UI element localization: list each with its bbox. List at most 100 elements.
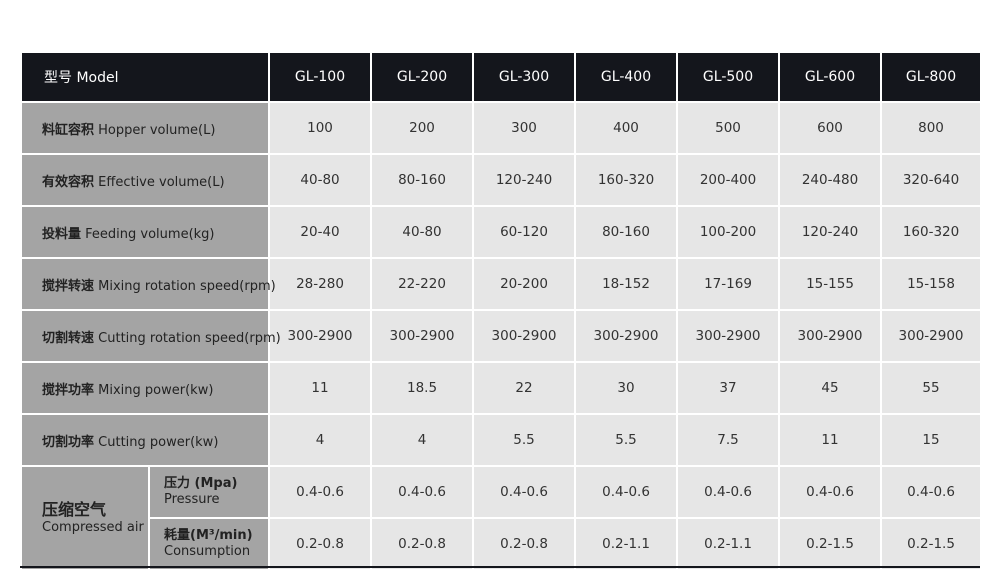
table-cell: 45 bbox=[778, 361, 883, 415]
table-cell: 160-320 bbox=[880, 205, 983, 259]
row-label: 搅拌功率 Mixing power(kw) bbox=[19, 361, 271, 415]
table-cell: 300 bbox=[472, 101, 577, 155]
table-row: 搅拌转速 Mixing rotation speed(rpm) 28-280 2… bbox=[19, 257, 983, 311]
row-label: 搅拌转速 Mixing rotation speed(rpm) bbox=[19, 257, 276, 311]
compressed-air-en: Compressed air bbox=[42, 520, 144, 535]
consumption-label: 耗量(M³/min) Consumption bbox=[147, 517, 271, 571]
row-label: 切割转速 Cutting rotation speed(rpm) bbox=[19, 309, 281, 363]
model-header-cell: GL-400 bbox=[574, 51, 679, 103]
table-cell: 500 bbox=[676, 101, 781, 155]
row-label-cn: 切割功率 bbox=[42, 434, 95, 450]
row-label: 投料量 Feeding volume(kg) bbox=[19, 205, 271, 259]
table-cell: 40-80 bbox=[370, 205, 475, 259]
model-header-cell: GL-800 bbox=[880, 51, 983, 103]
table-cell: 200-400 bbox=[676, 153, 781, 207]
table-cell: 80-160 bbox=[370, 153, 475, 207]
row-label: 有效容积 Effective volume(L) bbox=[19, 153, 271, 207]
model-header-cell: GL-200 bbox=[370, 51, 475, 103]
table-cell: 120-240 bbox=[778, 205, 883, 259]
row-label-cn: 投料量 bbox=[42, 226, 82, 242]
table-cell: 160-320 bbox=[574, 153, 679, 207]
row-label-en: Effective volume(L) bbox=[98, 174, 225, 190]
table-cell: 300-2900 bbox=[268, 309, 373, 363]
table-row: 搅拌功率 Mixing power(kw) 11 18.5 22 30 37 4… bbox=[19, 361, 983, 415]
row-label-en: Mixing power(kw) bbox=[98, 382, 214, 398]
bottom-rule bbox=[20, 566, 980, 568]
header-row: 型号 Model GL-100 GL-200 GL-300 GL-400 GL-… bbox=[19, 51, 983, 103]
consumption-label-en: Consumption bbox=[164, 544, 251, 559]
table-cell: 320-640 bbox=[880, 153, 983, 207]
row-label-cn: 切割转速 bbox=[42, 330, 95, 346]
model-header-cell: GL-300 bbox=[472, 51, 577, 103]
table-cell: 0.4-0.6 bbox=[778, 465, 883, 519]
table-row: 切割功率 Cutting power(kw) 4 4 5.5 5.5 7.5 1… bbox=[19, 413, 983, 467]
table-cell: 0.4-0.6 bbox=[472, 465, 577, 519]
table-cell: 5.5 bbox=[574, 413, 679, 467]
table-row: 料缸容积 Hopper volume(L) 100 200 300 400 50… bbox=[19, 101, 983, 155]
consumption-label-cn: 耗量(M³/min) bbox=[164, 528, 253, 543]
spec-table: 型号 Model GL-100 GL-200 GL-300 GL-400 GL-… bbox=[19, 51, 983, 571]
model-header-cell: GL-500 bbox=[676, 51, 781, 103]
table-row-pressure: 压缩空气 Compressed air 压力 (Mpa) Pressure 0.… bbox=[20, 465, 983, 571]
table-cell: 600 bbox=[778, 101, 883, 155]
table-cell: 0.2-1.1 bbox=[574, 517, 679, 571]
table-cell: 15-158 bbox=[880, 257, 983, 311]
table-cell: 100-200 bbox=[676, 205, 781, 259]
row-label-cn: 料缸容积 bbox=[42, 122, 95, 138]
table-cell: 0.4-0.6 bbox=[880, 465, 983, 519]
table-row: 切割转速 Cutting rotation speed(rpm) 300-290… bbox=[19, 309, 983, 363]
compressed-air-cn: 压缩空气 bbox=[42, 500, 107, 519]
pressure-label-cn: 压力 (Mpa) bbox=[164, 476, 238, 491]
table-cell: 300-2900 bbox=[778, 309, 883, 363]
table-cell: 0.4-0.6 bbox=[370, 465, 475, 519]
model-header-cell: GL-600 bbox=[778, 51, 883, 103]
model-header-cell: GL-100 bbox=[268, 51, 373, 103]
compressed-air-label: 压缩空气 Compressed air bbox=[20, 465, 150, 571]
table-cell: 20-200 bbox=[472, 257, 577, 311]
table-cell: 0.2-1.1 bbox=[676, 517, 781, 571]
table-cell: 300-2900 bbox=[472, 309, 577, 363]
table-cell: 18-152 bbox=[574, 257, 679, 311]
row-label-en: Mixing rotation speed(rpm) bbox=[98, 278, 276, 294]
row-label-en: Hopper volume(L) bbox=[98, 122, 216, 138]
table-cell: 4 bbox=[268, 413, 373, 467]
table-cell: 300-2900 bbox=[880, 309, 983, 363]
row-label-en: Cutting rotation speed(rpm) bbox=[98, 330, 281, 346]
table-row: 有效容积 Effective volume(L) 40-80 80-160 12… bbox=[19, 153, 983, 207]
table-cell: 100 bbox=[268, 101, 373, 155]
table-cell: 80-160 bbox=[574, 205, 679, 259]
pressure-label: 压力 (Mpa) Pressure bbox=[147, 465, 271, 519]
row-label-cn: 搅拌转速 bbox=[42, 278, 95, 294]
table-cell: 0.2-0.8 bbox=[370, 517, 475, 571]
table-cell: 0.2-1.5 bbox=[880, 517, 983, 571]
pressure-label-en: Pressure bbox=[164, 492, 220, 507]
row-label-cn: 有效容积 bbox=[42, 174, 95, 190]
table-row: 投料量 Feeding volume(kg) 20-40 40-80 60-12… bbox=[19, 205, 983, 259]
table-cell: 0.4-0.6 bbox=[268, 465, 373, 519]
table-cell: 240-480 bbox=[778, 153, 883, 207]
row-label-cn: 搅拌功率 bbox=[42, 382, 95, 398]
table-cell: 11 bbox=[778, 413, 883, 467]
table-cell: 200 bbox=[370, 101, 475, 155]
table-cell: 18.5 bbox=[370, 361, 475, 415]
row-label-en: Cutting power(kw) bbox=[98, 434, 219, 450]
table-cell: 11 bbox=[268, 361, 373, 415]
row-label-en: Feeding volume(kg) bbox=[85, 226, 215, 242]
table-cell: 55 bbox=[880, 361, 983, 415]
table-cell: 400 bbox=[574, 101, 679, 155]
table-cell: 20-40 bbox=[268, 205, 373, 259]
row-label: 切割功率 Cutting power(kw) bbox=[19, 413, 271, 467]
table-cell: 0.2-1.5 bbox=[778, 517, 883, 571]
table-cell: 40-80 bbox=[268, 153, 373, 207]
table-cell: 0.4-0.6 bbox=[676, 465, 781, 519]
table-cell: 0.4-0.6 bbox=[574, 465, 679, 519]
row-label: 料缸容积 Hopper volume(L) bbox=[19, 101, 271, 155]
table-cell: 4 bbox=[370, 413, 475, 467]
table-cell: 17-169 bbox=[676, 257, 781, 311]
table-cell: 300-2900 bbox=[574, 309, 679, 363]
table-cell: 800 bbox=[880, 101, 983, 155]
table-cell: 7.5 bbox=[676, 413, 781, 467]
table-cell: 120-240 bbox=[472, 153, 577, 207]
table-cell: 15 bbox=[880, 413, 983, 467]
table-cell: 5.5 bbox=[472, 413, 577, 467]
